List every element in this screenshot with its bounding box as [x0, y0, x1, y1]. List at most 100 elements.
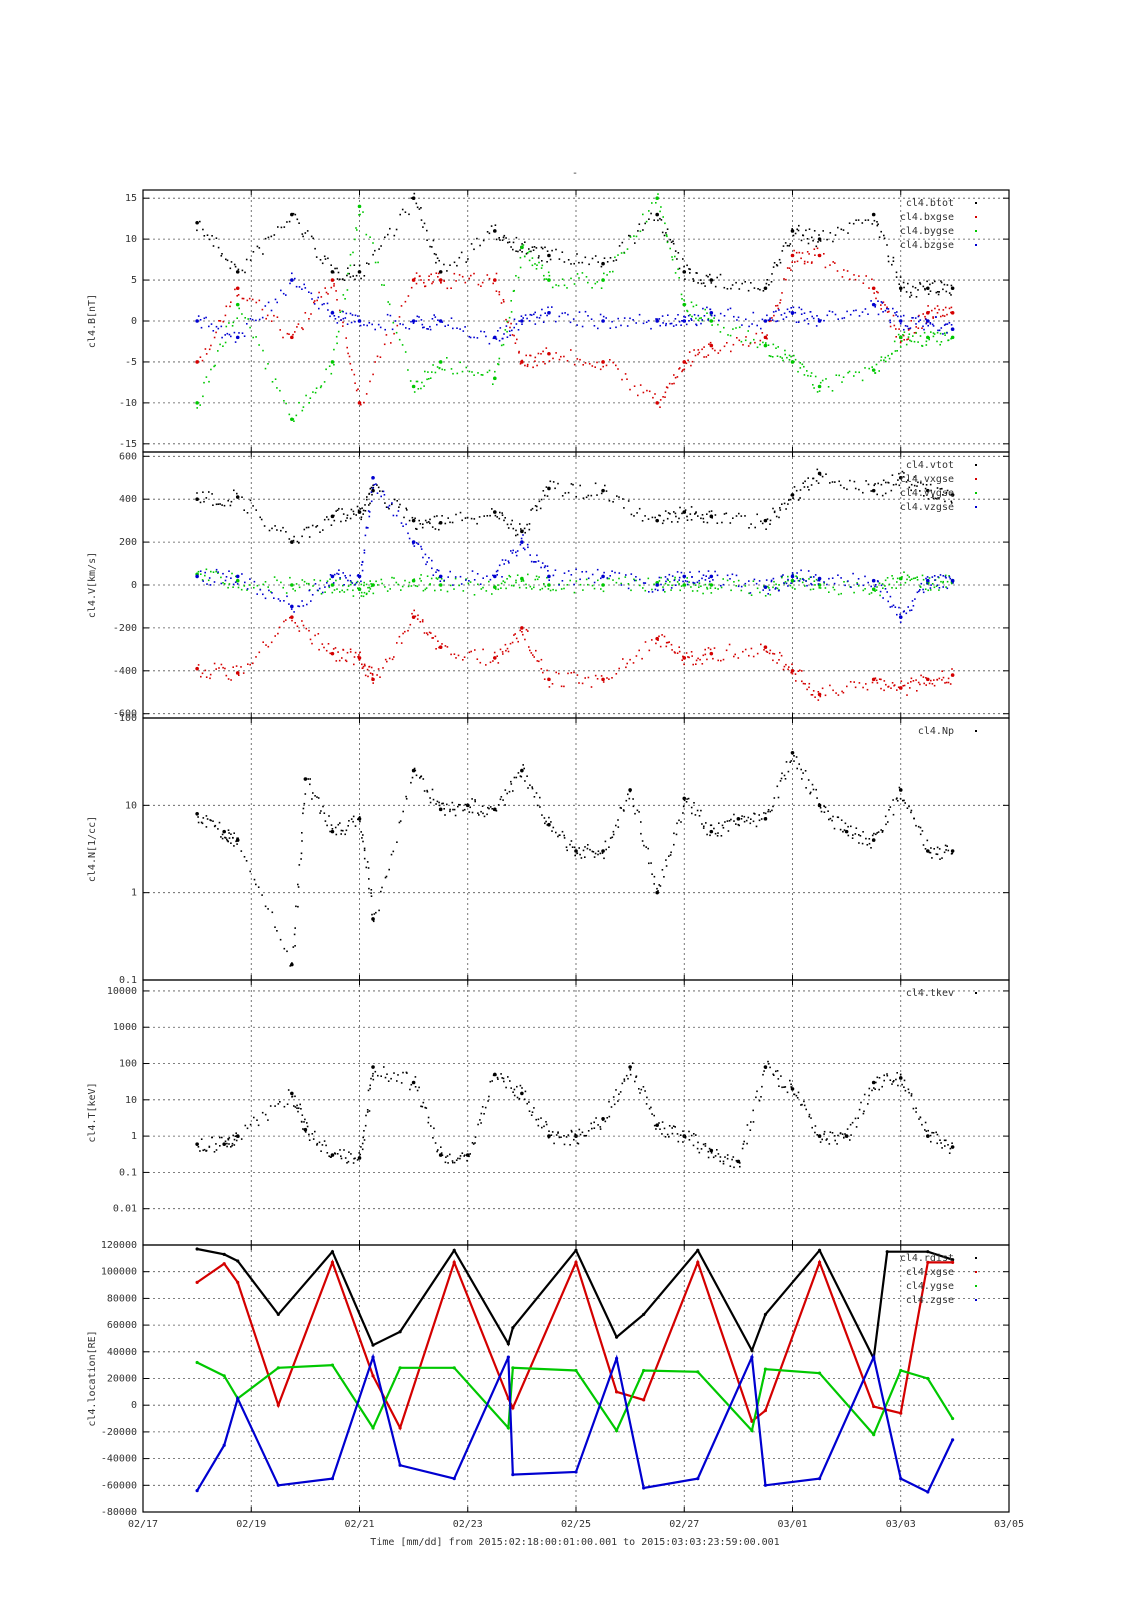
data-point [817, 692, 822, 697]
scatter-point [354, 584, 356, 586]
data-point [655, 401, 659, 405]
scatter-point [238, 307, 240, 310]
scatter-point [674, 512, 677, 515]
scatter-point [913, 476, 916, 478]
scatter-point [311, 798, 313, 800]
scatter-point [344, 575, 346, 577]
scatter-point [349, 517, 352, 520]
scatter-point [489, 514, 491, 517]
scatter-point [363, 1130, 365, 1132]
scatter-point [761, 332, 764, 334]
scatter-point [390, 1077, 392, 1080]
scatter-point [429, 518, 431, 521]
scatter-point [942, 288, 944, 291]
scatter-point [698, 1151, 701, 1154]
scatter-point [654, 516, 656, 519]
scatter-point [858, 842, 860, 844]
scatter-point [401, 585, 404, 588]
scatter-point [534, 263, 536, 265]
data-point [655, 583, 659, 587]
scatter-point [919, 586, 922, 588]
scatter-point [422, 523, 424, 525]
scatter-point [664, 576, 667, 578]
scatter-point [880, 829, 882, 831]
scatter-point [733, 581, 735, 583]
scatter-point [690, 651, 693, 653]
x-tick-label: 02/25 [561, 1519, 591, 1530]
scatter-point [538, 255, 540, 257]
y-tick-label: 1 [131, 1131, 137, 1142]
scatter-point [686, 519, 689, 521]
scatter-point [520, 315, 523, 317]
scatter-point [911, 317, 913, 319]
scatter-point [837, 694, 840, 696]
scatter-point [502, 799, 504, 801]
scatter-point [837, 816, 840, 819]
data-point [438, 574, 443, 579]
scatter-point [434, 589, 436, 592]
scatter-point [738, 288, 741, 290]
y-tick-label: 0.01 [113, 1204, 137, 1215]
scatter-point [899, 621, 902, 623]
scatter-point [316, 299, 318, 302]
scatter-point [876, 682, 879, 684]
scatter-point [710, 1152, 713, 1154]
data-point [195, 1360, 199, 1365]
scatter-point [889, 606, 892, 608]
scatter-point [301, 1114, 304, 1116]
x-tick-label: 02/23 [453, 1519, 483, 1530]
series-line [196, 1361, 954, 1437]
scatter-point [440, 1152, 443, 1154]
scatter-point [292, 212, 295, 215]
scatter-point [346, 651, 349, 654]
scatter-point [886, 577, 889, 579]
scatter-point [530, 314, 533, 316]
legend-marker [975, 202, 977, 204]
y-tick-label: 10 [125, 234, 137, 245]
data-point [655, 890, 659, 895]
scatter-point [597, 327, 599, 330]
scatter-point [251, 298, 254, 301]
scatter-point [544, 494, 546, 497]
scatter-point [546, 669, 548, 672]
scatter-point [943, 324, 946, 326]
scatter-point [325, 368, 327, 371]
scatter-point [518, 1097, 521, 1100]
scatter-point [436, 800, 439, 803]
scatter-point [877, 300, 879, 302]
scatter-point [252, 505, 254, 507]
scatter-point [853, 375, 855, 377]
scatter-point [704, 648, 706, 651]
scatter-point [703, 825, 705, 828]
scatter-point [896, 577, 899, 580]
scatter-point [302, 807, 305, 810]
data-point [398, 1366, 402, 1370]
scatter-point [292, 539, 295, 542]
scatter-point [210, 570, 212, 573]
scatter-point [297, 1110, 299, 1113]
scatter-point [241, 269, 244, 272]
scatter-point [352, 815, 355, 818]
scatter-point [508, 790, 511, 793]
scatter-point [697, 657, 699, 660]
scatter-point [474, 1136, 477, 1138]
scatter-point [776, 320, 779, 322]
scatter-point [936, 340, 938, 343]
scatter-point [609, 327, 612, 329]
scatter-point [235, 665, 238, 667]
scatter-point [336, 572, 338, 575]
scatter-point [202, 1149, 204, 1152]
scatter-point [199, 220, 201, 223]
scatter-point [934, 497, 937, 500]
scatter-point [587, 676, 590, 679]
scatter-point [314, 795, 316, 797]
scatter-point [249, 870, 251, 873]
scatter-point [363, 584, 365, 587]
scatter-point [333, 348, 335, 351]
scatter-point [629, 658, 631, 661]
scatter-point [807, 242, 810, 245]
legend-marker [975, 230, 977, 232]
scatter-point [882, 587, 884, 589]
data-point [763, 286, 768, 291]
data-point [574, 1134, 578, 1138]
